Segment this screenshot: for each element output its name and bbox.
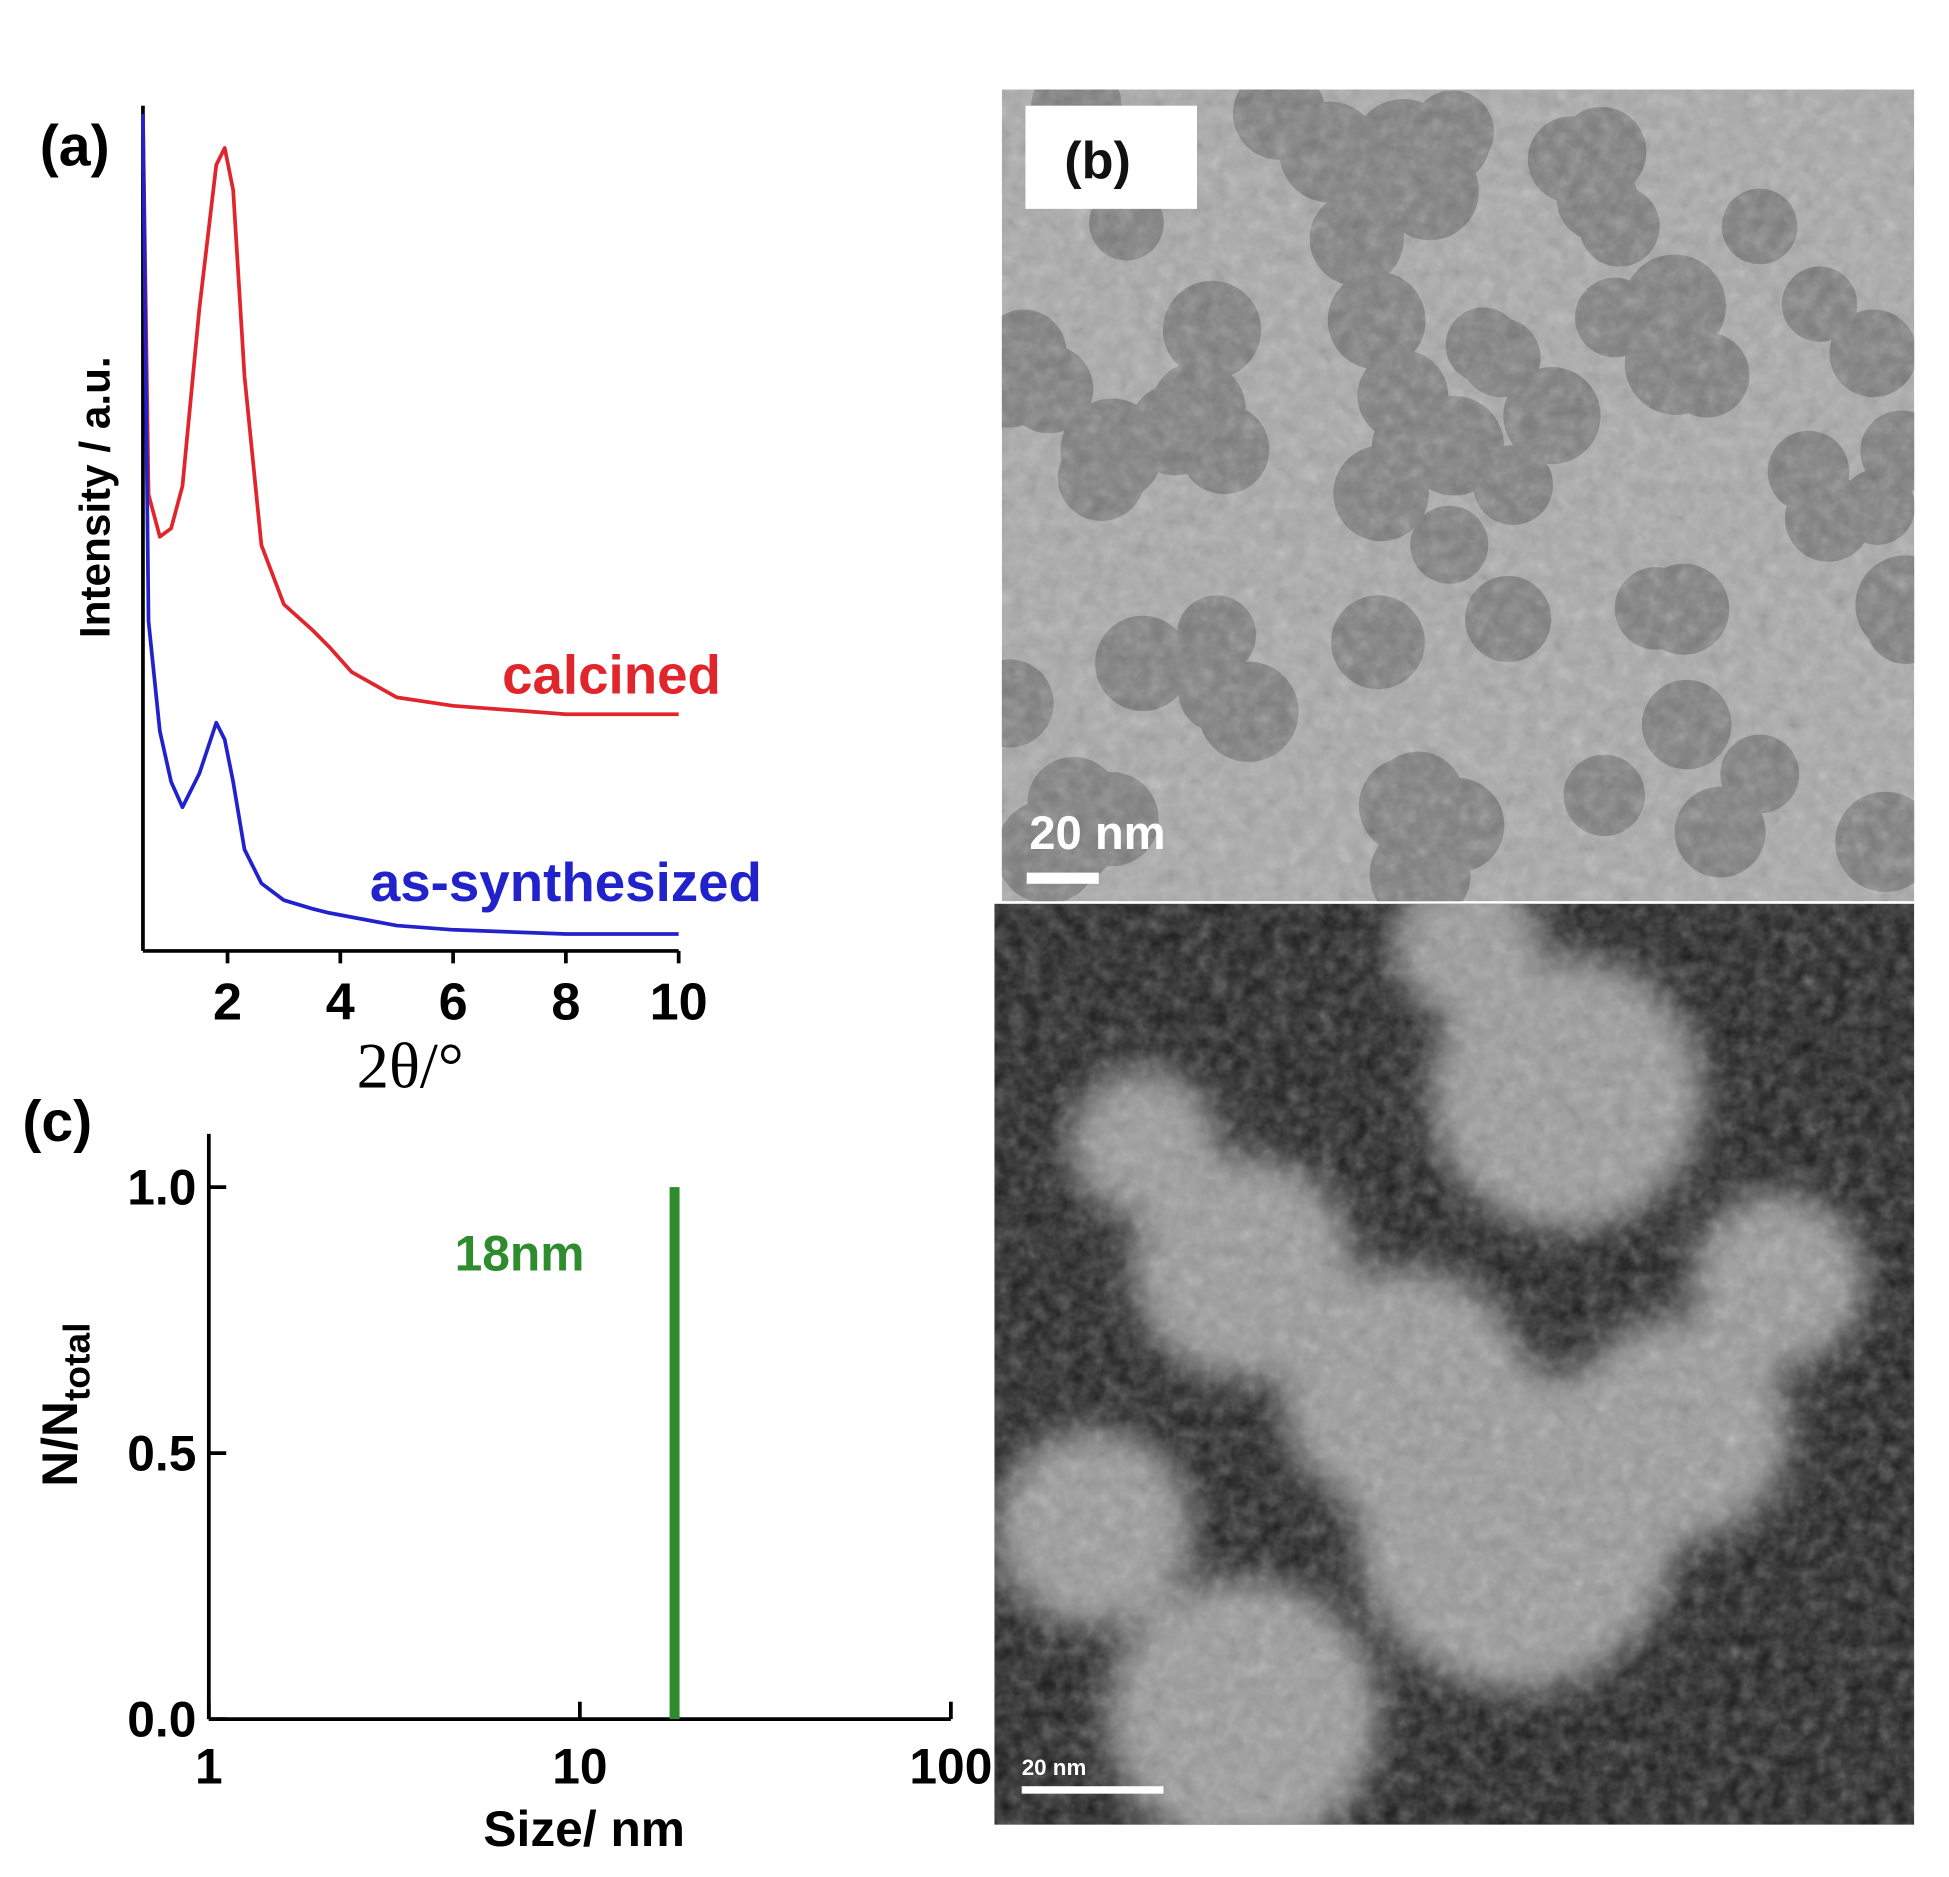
x-tick-label: 2 (213, 973, 242, 1031)
y-tick-label: 0.5 (127, 1425, 196, 1481)
scale-bar (1026, 872, 1099, 884)
y-tick-label: 0.0 (127, 1691, 196, 1747)
x-tick-label: 100 (909, 1739, 992, 1795)
x-tick-label: 8 (551, 973, 580, 1031)
tem-image (1001, 89, 1915, 902)
line-series (141, 114, 679, 717)
panel-label: (b) (1064, 132, 1131, 190)
bar (669, 1187, 680, 1720)
y-axis-label-sub: total (55, 1322, 97, 1401)
stem-image (994, 903, 1915, 1825)
series-label: calcined (502, 644, 721, 706)
series-label: as-synthesized (370, 851, 762, 913)
scale-bar-label: 20 nm (1029, 807, 1165, 860)
label-box (1025, 105, 1197, 209)
y-axis-label-main: N/N (32, 1401, 88, 1487)
scale-bar-label: 20 nm (1022, 1755, 1087, 1780)
x-tick-label: 1 (195, 1739, 223, 1795)
y-axis-label: Intensity / a.u. (71, 356, 118, 638)
panel-label: (a) (40, 114, 110, 178)
x-tick-label: 10 (650, 973, 708, 1031)
x-tick-label: 10 (552, 1739, 607, 1795)
x-tick-label: 6 (439, 973, 468, 1031)
annotation: 18nm (455, 1225, 585, 1281)
panel-label: (c) (22, 1090, 92, 1154)
scale-bar (1021, 1786, 1164, 1794)
y-axis-label: N/Ntotal (32, 1322, 97, 1486)
line-series (141, 114, 679, 936)
x-axis-label: Size/ nm (483, 1801, 685, 1857)
y-tick-label: 1.0 (127, 1159, 196, 1215)
x-axis-label: 2θ/° (357, 1030, 464, 1102)
x-tick-label: 4 (326, 973, 355, 1031)
